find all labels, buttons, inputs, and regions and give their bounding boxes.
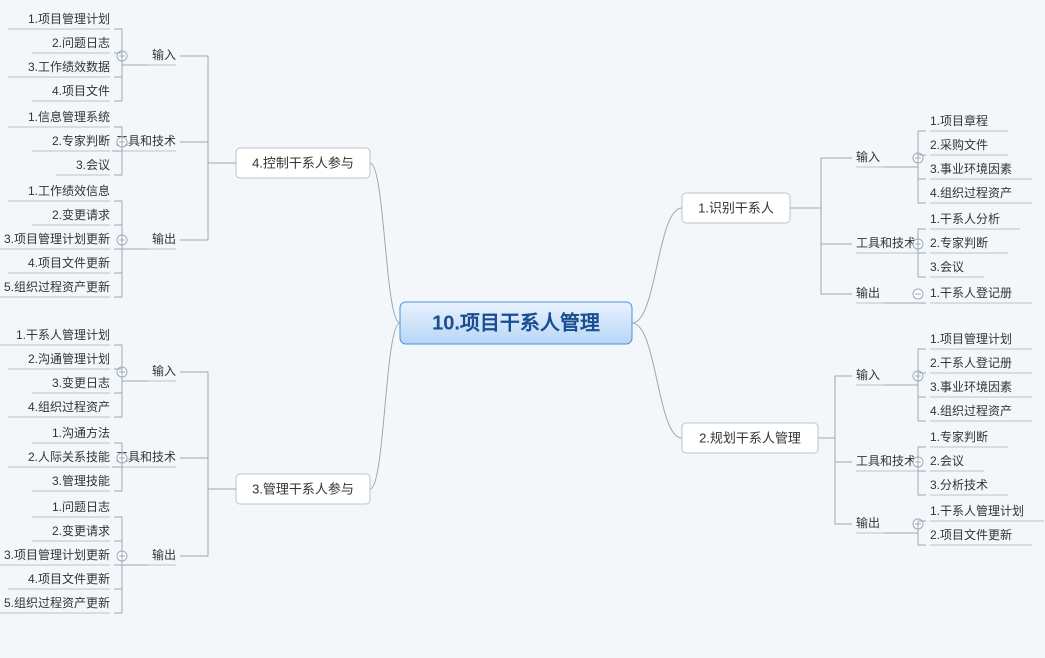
leaf-b3-1-1-label: 2.人际关系技能 (28, 450, 110, 464)
connector-b4-cat1-leaf2 (112, 151, 122, 175)
leaf-b3-0-0-label: 1.干系人管理计划 (16, 327, 110, 342)
category-b1-1-label: 工具和技术 (856, 236, 916, 250)
connector-b3-cat1 (180, 458, 236, 489)
leaf-b1-0-2-label: 3.事业环境因素 (930, 161, 1012, 176)
connector-b4-cat0-leaf2 (114, 65, 148, 77)
leaf-b2-1-1-label: 2.会议 (930, 454, 964, 468)
leaf-b2-1-0-label: 1.专家判断 (930, 429, 988, 444)
leaf-b2-2-0-label: 1.干系人管理计划 (930, 503, 1024, 518)
connector-root-b1 (632, 208, 682, 323)
leaf-b4-0-3-label: 4.项目文件 (52, 83, 110, 98)
connector-b3-cat2 (180, 489, 236, 556)
leaf-b4-2-1-label: 2.变更请求 (52, 207, 110, 222)
branch-b4-label: 4.控制干系人参与 (252, 155, 354, 170)
leaf-b4-1-2-label: 3.会议 (76, 158, 110, 172)
category-b2-1-label: 工具和技术 (856, 454, 916, 468)
leaf-b1-2-0-label: 1.干系人登记册 (930, 285, 1012, 300)
leaf-b3-2-0-label: 1.问题日志 (52, 500, 110, 514)
leaf-b3-1-0-label: 1.沟通方法 (52, 425, 110, 440)
mindmap-canvas: 10.项目干系人管理1.识别干系人输入1.项目章程2.采购文件3.事业环境因素4… (0, 0, 1045, 658)
branch-b2-label: 2.规划干系人管理 (699, 430, 801, 445)
connector-b4-cat1 (180, 142, 236, 163)
leaf-b3-2-2-label: 3.项目管理计划更新 (4, 547, 110, 562)
leaf-b4-1-1-label: 2.专家判断 (52, 133, 110, 148)
leaf-b1-1-0-label: 1.干系人分析 (930, 212, 1000, 226)
leaf-b4-0-2-label: 3.工作绩效数据 (28, 59, 110, 74)
branch-b1-label: 1.识别干系人 (698, 200, 774, 215)
leaf-b4-0-0-label: 1.项目管理计划 (28, 11, 110, 26)
leaf-b3-0-1-label: 2.沟通管理计划 (28, 351, 110, 366)
leaf-b2-1-2-label: 3.分析技术 (930, 478, 988, 492)
leaf-b2-0-0-label: 1.项目管理计划 (930, 331, 1012, 346)
connector-root-b2 (632, 323, 682, 438)
category-b4-2-label: 输出 (152, 231, 176, 246)
leaf-b1-0-1-label: 2.采购文件 (930, 137, 988, 152)
category-b3-2-label: 输出 (152, 547, 176, 562)
category-b1-2-label: 输出 (856, 285, 880, 300)
leaf-b3-2-3-label: 4.项目文件更新 (28, 571, 110, 586)
connector-b2-cat1-leaf2 (918, 471, 926, 495)
leaf-b2-0-2-label: 3.事业环境因素 (930, 379, 1012, 394)
leaf-b2-0-3-label: 4.组织过程资产 (930, 403, 1012, 418)
leaf-b4-2-0-label: 1.工作绩效信息 (28, 183, 110, 198)
leaf-b3-2-1-label: 2.变更请求 (52, 523, 110, 538)
connector-b3-cat0-leaf2 (114, 381, 148, 393)
connector-b4-cat2 (180, 163, 236, 240)
connector-b1-cat0-leaf2 (884, 167, 926, 179)
connector-b1-cat0 (790, 158, 852, 208)
connector-root-b3 (370, 323, 400, 489)
leaf-b4-2-3-label: 4.项目文件更新 (28, 255, 110, 270)
connector-b2-cat0-leaf2 (884, 385, 926, 397)
connector-b1-cat2 (790, 208, 852, 294)
connector-b3-cat2-leaf3 (114, 565, 148, 589)
root-label: 10.项目干系人管理 (432, 310, 600, 334)
leaf-b3-0-2-label: 3.变更日志 (52, 375, 110, 390)
leaf-b2-2-1-label: 2.项目文件更新 (930, 527, 1012, 542)
connector-b2-cat2-leaf1 (884, 533, 926, 545)
connector-b2-cat0-leaf3 (884, 385, 926, 421)
connector-b3-cat0-leaf3 (114, 381, 148, 417)
leaf-b3-0-3-label: 4.组织过程资产 (28, 399, 110, 414)
leaf-b3-2-4-label: 5.组织过程资产更新 (4, 595, 110, 610)
leaf-b1-1-1-label: 2.专家判断 (930, 235, 988, 250)
leaf-b2-0-1-label: 2.干系人登记册 (930, 355, 1012, 370)
category-b3-0-label: 输入 (152, 363, 176, 378)
leaf-b1-1-2-label: 3.会议 (930, 260, 964, 274)
leaf-b1-0-3-label: 4.组织过程资产 (930, 185, 1012, 200)
leaf-b4-2-4-label: 5.组织过程资产更新 (4, 279, 110, 294)
leaf-b4-2-2-label: 3.项目管理计划更新 (4, 231, 110, 246)
connector-root-b4 (370, 163, 400, 323)
connector-b2-cat0 (818, 376, 852, 438)
leaf-b3-1-2-label: 3.管理技能 (52, 473, 110, 488)
category-b1-0-label: 输入 (856, 149, 880, 164)
connector-b4-cat2-leaf3 (114, 249, 148, 273)
connector-b1-cat1-leaf2 (918, 253, 926, 277)
leaf-b4-0-1-label: 2.问题日志 (52, 36, 110, 50)
category-b2-2-label: 输出 (856, 515, 880, 530)
leaf-b1-0-0-label: 1.项目章程 (930, 113, 988, 128)
connector-b3-cat1-leaf2 (112, 467, 122, 491)
connector-b1-cat0-leaf3 (884, 167, 926, 203)
category-b2-0-label: 输入 (856, 367, 880, 382)
category-b4-0-label: 输入 (152, 47, 176, 62)
branch-b3-label: 3.管理干系人参与 (252, 481, 354, 496)
connector-b4-cat0-leaf3 (114, 65, 148, 101)
connector-b2-cat2 (818, 438, 852, 524)
leaf-b4-1-0-label: 1.信息管理系统 (28, 109, 110, 124)
